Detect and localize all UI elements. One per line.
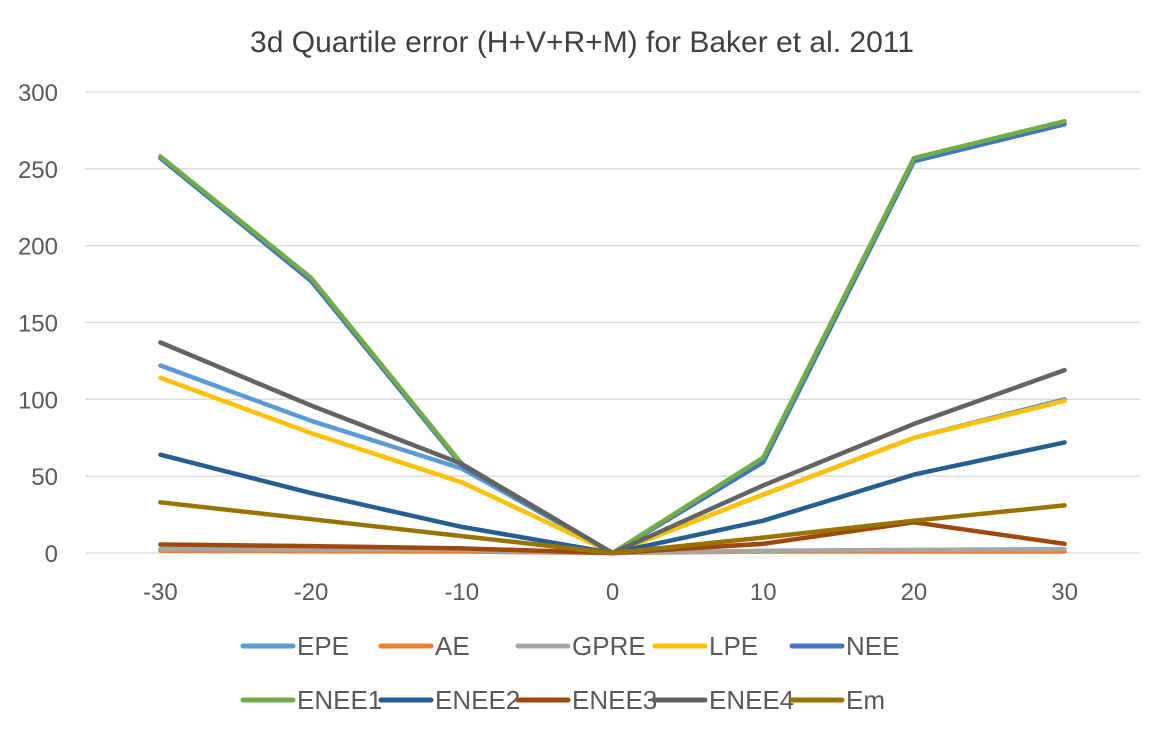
x-tick-label: -20: [294, 579, 329, 606]
legend-label: ENEE4: [709, 685, 794, 715]
legend-label: ENEE3: [572, 685, 657, 715]
series-line-em: [158, 500, 1067, 556]
y-tick-label: 200: [18, 234, 58, 261]
x-tick-label: 30: [1051, 579, 1078, 606]
legend-item-nee: NEE: [789, 631, 899, 661]
legend-item-epe: EPE: [240, 631, 349, 661]
x-axis-tick-labels: -30 -20 -10 0 10 20 30: [143, 579, 1078, 606]
x-tick-label: 20: [901, 579, 928, 606]
series-lines: [158, 118, 1067, 556]
y-tick-label: 100: [18, 387, 58, 414]
legend-label: AE: [435, 631, 470, 661]
y-tick-label: 150: [18, 311, 58, 338]
legend-item-enee1: ENEE1: [240, 685, 382, 715]
legend-label: ENEE1: [297, 685, 382, 715]
x-tick-label: -30: [143, 579, 178, 606]
y-tick-label: 50: [31, 464, 58, 491]
legend-item-enee3: ENEE3: [515, 685, 657, 715]
legend-label: LPE: [709, 631, 758, 661]
legend-label: NEE: [846, 631, 899, 661]
legend-item-gpre: GPRE: [515, 631, 646, 661]
legend-item-lpe: LPE: [652, 631, 758, 661]
x-tick-label: 0: [606, 579, 619, 606]
y-axis-tick-labels: 0 50 100 150 200 250 300: [18, 80, 58, 568]
legend-label: EPE: [297, 631, 349, 661]
legend-item-ae: AE: [378, 631, 470, 661]
x-tick-label: -10: [444, 579, 479, 606]
y-tick-label: 0: [45, 541, 58, 568]
legend-item-enee2: ENEE2: [378, 685, 520, 715]
legend-item-em: Em: [789, 685, 885, 715]
legend-item-enee4: ENEE4: [652, 685, 794, 715]
legend-label: Em: [846, 685, 885, 715]
legend-label: ENEE2: [435, 685, 520, 715]
gridlines: [85, 91, 1140, 554]
y-tick-label: 250: [18, 157, 58, 184]
series-line-enee2: [158, 440, 1067, 556]
legend: EPE AE GPRE LPE NEE ENEE1 ENEE2 ENEE3 ENEE4 Em: [240, 631, 899, 715]
x-tick-label: 10: [750, 579, 777, 606]
legend-label: GPRE: [572, 631, 646, 661]
y-tick-label: 300: [18, 80, 58, 107]
chart-title: 3d Quartile error (H+V+R+M) for Baker et…: [250, 26, 914, 59]
